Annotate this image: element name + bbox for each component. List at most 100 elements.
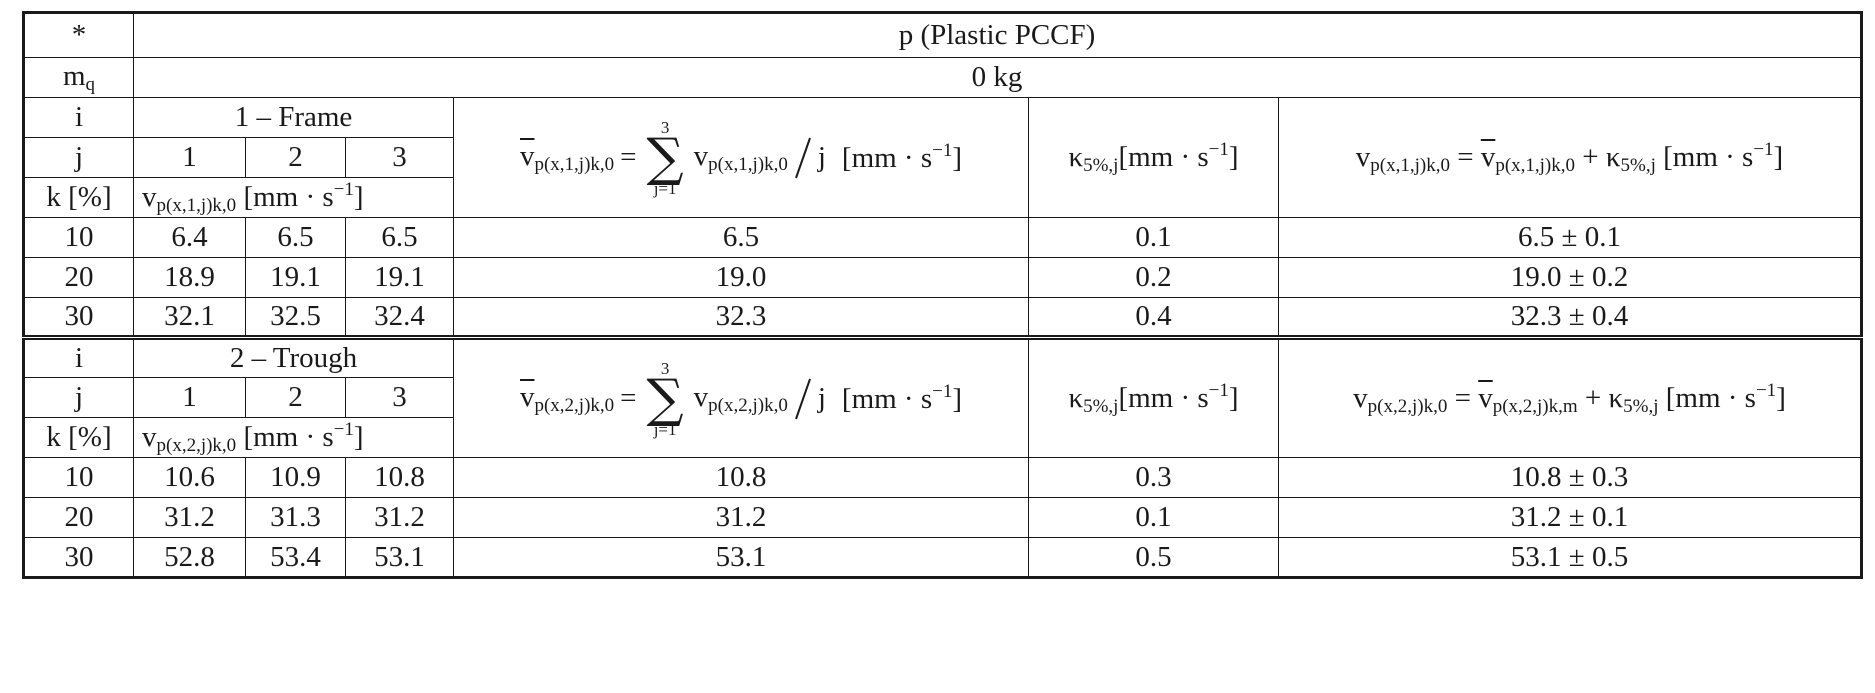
j-value: 1	[133, 377, 246, 418]
table-row: 30 52.8 53.4 53.1 53.1 0.5 53.1 ± 0.5	[22, 537, 1863, 579]
section-1-kappa-header: κ5%,j[mm · s−1]	[1028, 97, 1279, 218]
v1-value: 32.1	[133, 297, 246, 338]
sum-sign: 3 ∑ j=1	[646, 358, 684, 439]
final-unit-close: ]	[1773, 140, 1784, 173]
j-value: 3	[345, 137, 454, 178]
kappa-symbol: κ	[1068, 381, 1084, 414]
kappa-symbol: κ	[1068, 140, 1084, 173]
sum-upper: 3	[660, 117, 670, 137]
v3-value: 10.8	[345, 457, 454, 498]
mean-value: 10.8	[453, 457, 1029, 498]
v1-value: 31.2	[133, 497, 246, 538]
v1-value: 6.4	[133, 217, 246, 258]
unit-text: [mm · s	[841, 142, 933, 174]
table-row: 30 32.1 32.5 32.4 32.3 0.4 32.3 ± 0.4	[22, 297, 1863, 338]
section-1-k-row: k [%] vp(x,1,j)k,0 [mm · s−1]	[22, 177, 1862, 218]
mass-value: 0 kg	[133, 57, 1863, 98]
v1-value: 18.9	[133, 257, 246, 298]
corner-cell: *	[22, 11, 134, 58]
j-label: j	[22, 137, 134, 178]
section-2-k-row: k [%] vp(x,2,j)k,0 [mm · s−1]	[22, 417, 1862, 458]
j-value: 1	[133, 137, 246, 178]
title-row: * p (Plastic PCCF)	[22, 11, 1863, 58]
kappa-unit-exp: −1	[1208, 379, 1229, 401]
v2-value: 53.4	[245, 537, 346, 579]
v-header-sub: p(x,1,j)k,0	[156, 194, 237, 216]
mean-value: 32.3	[453, 297, 1029, 338]
kappa-value: 0.3	[1028, 457, 1279, 498]
v1-value: 52.8	[133, 537, 246, 579]
section-1-i-value: 1 – Frame	[133, 97, 454, 138]
section-1-j-row: j 1 2 3	[22, 137, 1862, 178]
section-2-mean-formula: vp(x,2,j)k,0 = 3 ∑ j=1 vp(x,2,j)k,0 j [m…	[453, 335, 1029, 458]
mean-value: 53.1	[453, 537, 1029, 579]
j-value: 2	[245, 137, 346, 178]
table-row: 10 10.6 10.9 10.8 10.8 0.3 10.8 ± 0.3	[22, 457, 1863, 498]
section-2-i-value: 2 – Trough	[133, 335, 454, 378]
v2-value: 32.5	[245, 297, 346, 338]
velocity-results-table: * p (Plastic PCCF) mq 0 kg i 1 – Frame v…	[22, 11, 1863, 579]
section-2-kappa-header: κ5%,j[mm · s−1]	[1028, 335, 1279, 458]
k-value: 30	[22, 537, 134, 579]
final-rhs-sub: p(x,2,j)k,m	[1492, 395, 1578, 417]
k-label: k [%]	[22, 177, 134, 218]
k-value: 30	[22, 297, 134, 338]
kappa-unit-close: ]	[1228, 381, 1239, 414]
mq-label: m	[62, 59, 86, 92]
unit-close: ]	[952, 383, 963, 415]
table-row: 10 6.4 6.5 6.5 6.5 0.1 6.5 ± 0.1	[22, 217, 1863, 258]
i-label: i	[22, 335, 134, 378]
kappa-value: 0.4	[1028, 297, 1279, 338]
mean-term-sub: p(x,1,j)k,0	[708, 153, 788, 175]
v-term: v	[693, 139, 709, 172]
kappa-value: 0.2	[1028, 257, 1279, 298]
final-vbar: v	[1478, 381, 1493, 414]
sum-upper: 3	[660, 358, 670, 378]
section-1-i-row: i 1 – Frame vp(x,1,j)k,0 = 3 ∑ j=1 vp(x,…	[22, 97, 1863, 218]
v-header-unit: [mm · s	[243, 420, 334, 453]
result-value: 31.2 ± 0.1	[1278, 497, 1863, 538]
k-value: 10	[22, 217, 134, 258]
section-2-v-header: vp(x,2,j)k,0 [mm · s−1]	[133, 417, 454, 458]
section-1-v-header: vp(x,1,j)k,0 [mm · s−1]	[133, 177, 454, 218]
v-header-unit-close: ]	[353, 420, 364, 453]
v3-value: 31.2	[345, 497, 454, 538]
final-unit-exp: −1	[1755, 379, 1777, 401]
unit-text: [mm · s	[841, 383, 933, 415]
mean-value: 6.5	[453, 217, 1029, 258]
unit-exp: −1	[932, 140, 953, 161]
mean-lhs-sub: p(x,1,j)k,0	[534, 153, 615, 175]
final-v: v	[1355, 140, 1371, 173]
final-kappa-sub: 5%,j	[1623, 395, 1659, 417]
final-vbar: v	[1480, 140, 1496, 173]
final-kappa: κ	[1605, 140, 1621, 173]
final-rhs-sub: p(x,1,j)k,0	[1495, 154, 1576, 176]
kappa-value: 0.5	[1028, 537, 1279, 579]
kappa-sub: 5%,j	[1083, 154, 1119, 176]
final-unit: [mm · s	[1665, 381, 1756, 414]
v3-value: 53.1	[345, 537, 454, 579]
unit-close: ]	[952, 142, 963, 174]
v3-value: 6.5	[345, 217, 454, 258]
kappa-value: 0.1	[1028, 217, 1279, 258]
v-header-sub: p(x,2,j)k,0	[156, 434, 237, 456]
divisor-j: j	[817, 141, 826, 173]
v-header-unit-close: ]	[353, 180, 364, 213]
result-value: 6.5 ± 0.1	[1278, 217, 1863, 258]
sum-lower: j=1	[653, 178, 677, 198]
results-table-wrapper: * p (Plastic PCCF) mq 0 kg i 1 – Frame v…	[22, 11, 1863, 579]
mass-row: mq 0 kg	[22, 57, 1863, 98]
v2-value: 6.5	[245, 217, 346, 258]
final-lhs-sub: p(x,1,j)k,0	[1370, 154, 1450, 176]
final-lhs-sub: p(x,2,j)k,0	[1367, 395, 1448, 417]
table-row: 20 18.9 19.1 19.1 19.0 0.2 19.0 ± 0.2	[22, 257, 1863, 298]
mean-lhs-sub: p(x,2,j)k,0	[534, 394, 615, 416]
final-unit-close: ]	[1776, 381, 1786, 414]
mq-label-cell: mq	[22, 57, 134, 98]
v2-value: 19.1	[245, 257, 346, 298]
j-value: 2	[245, 377, 346, 418]
v1-value: 10.6	[133, 457, 246, 498]
result-value: 10.8 ± 0.3	[1278, 457, 1863, 498]
result-value: 19.0 ± 0.2	[1278, 257, 1863, 298]
v-header-unit-exp: −1	[333, 418, 354, 440]
